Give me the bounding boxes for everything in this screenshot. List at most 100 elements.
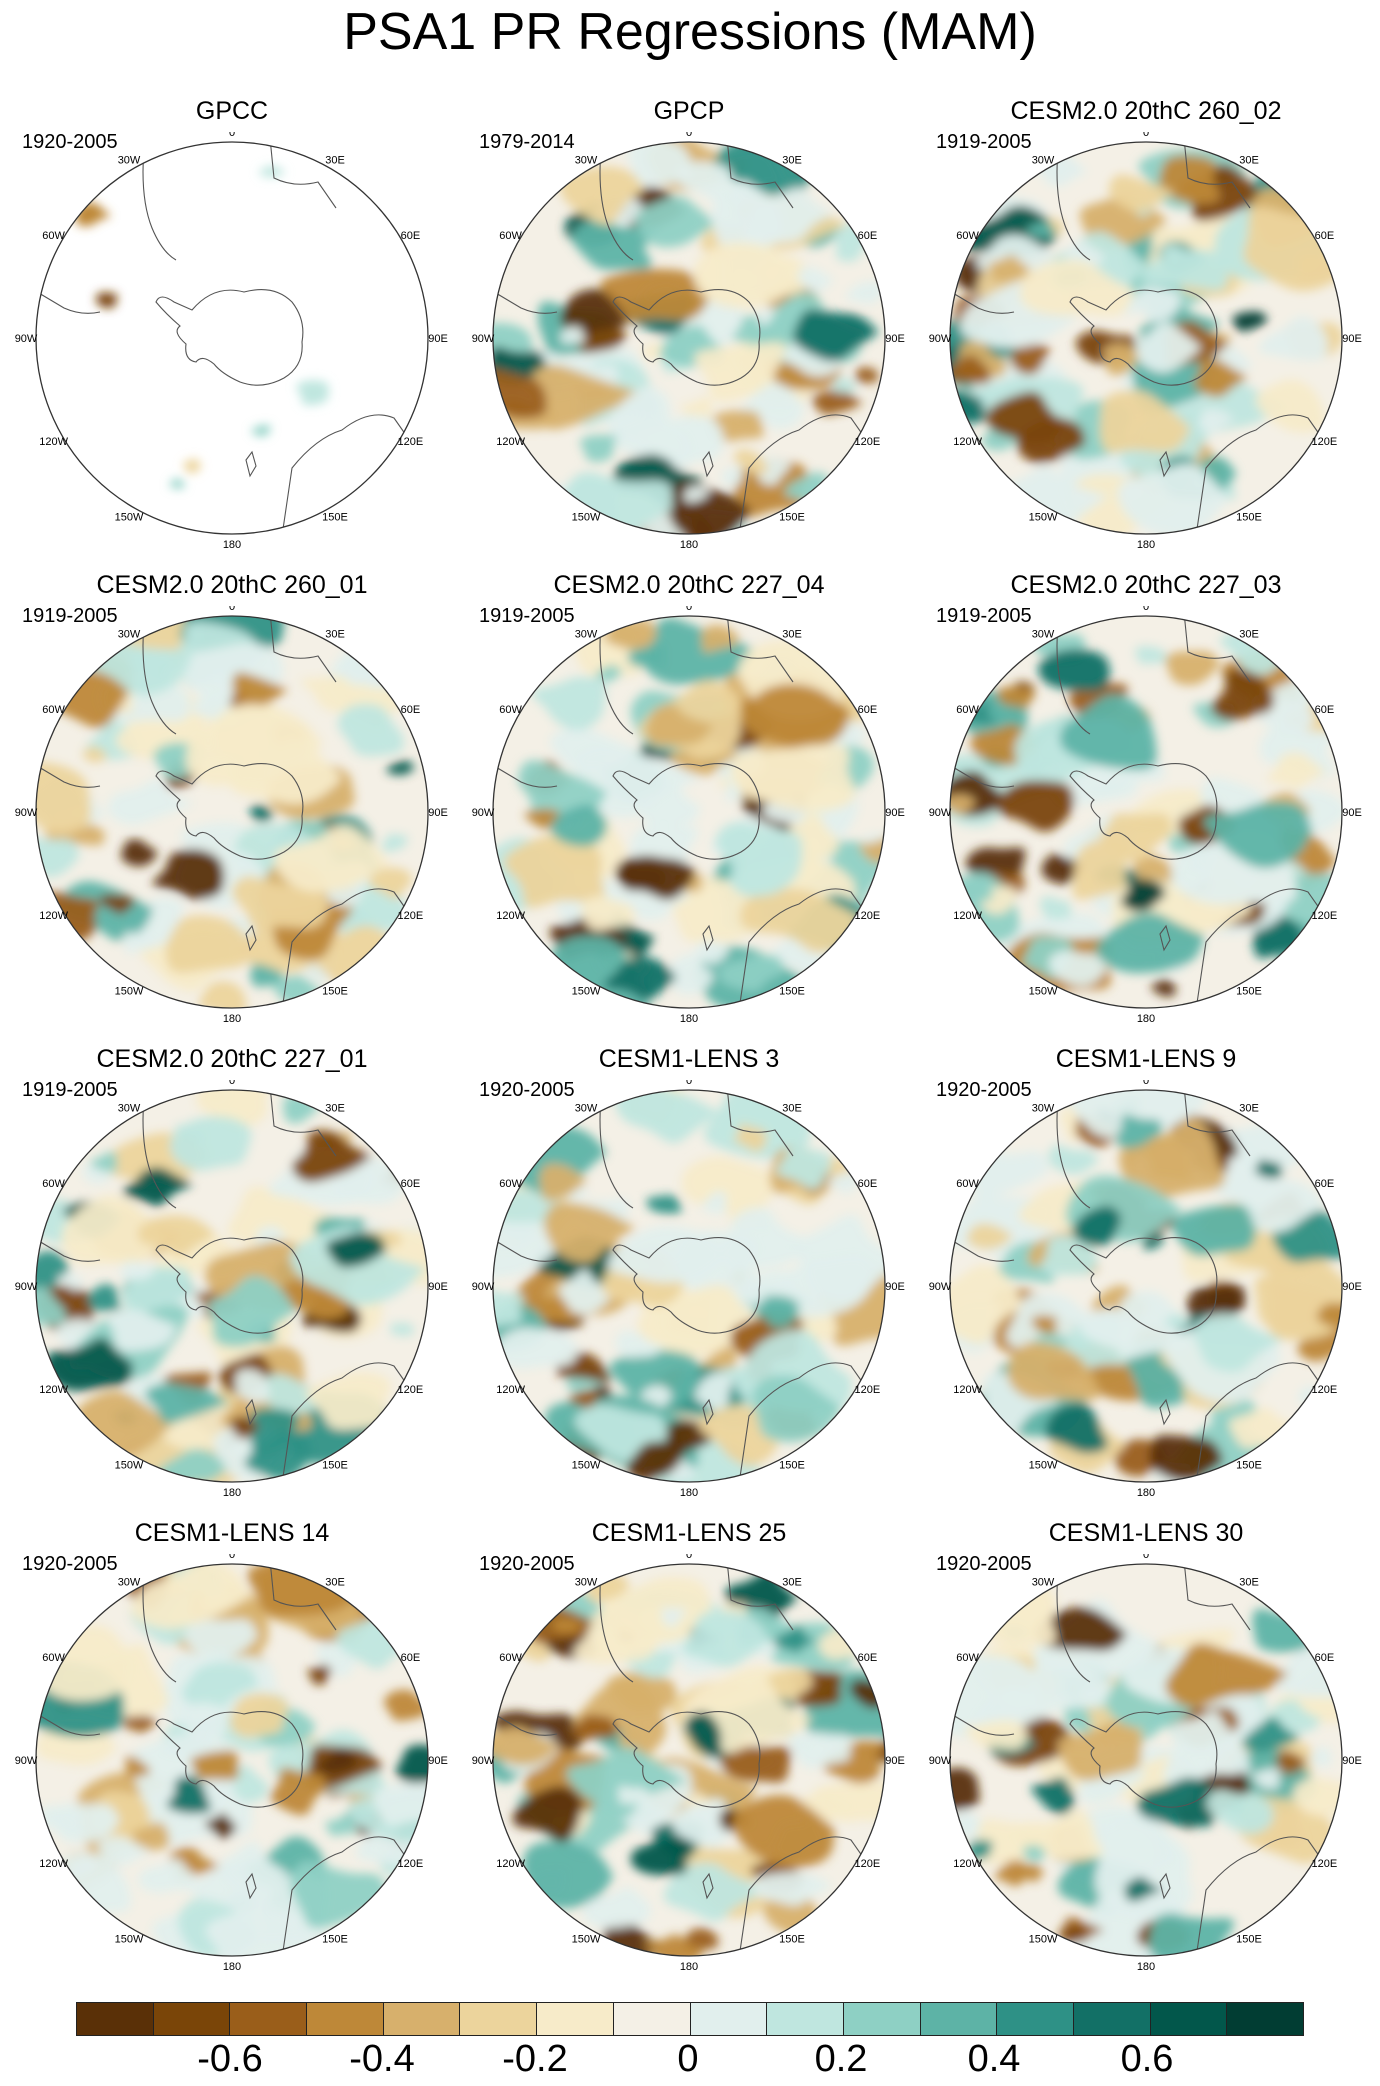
- figure-title: PSA1 PR Regressions (MAM): [343, 3, 1037, 61]
- anomaly-contour: [641, 617, 755, 685]
- anomaly-contour: [386, 760, 415, 775]
- anomaly-contour: [579, 434, 618, 463]
- map-boundary: [949, 615, 1343, 1009]
- longitude-label: 30E: [1239, 1577, 1259, 1589]
- anomaly-contour: [859, 838, 885, 864]
- anomaly-contour: [36, 762, 92, 835]
- anomaly-contour: [719, 1744, 792, 1783]
- anomaly-contour: [752, 1375, 842, 1443]
- anomaly-contour: [383, 1689, 428, 1722]
- longitude-label: 150W: [1029, 511, 1058, 523]
- anomaly-contour: [1165, 1643, 1289, 1708]
- longitude-label: 0: [1143, 132, 1149, 139]
- longitude-label: 120W: [496, 910, 525, 922]
- map-boundary: [492, 1089, 886, 1483]
- precipitation-field: [950, 1564, 1342, 1956]
- anomaly-contour: [120, 1261, 156, 1281]
- anomaly-contour: [1011, 1822, 1055, 1847]
- longitude-label: 90E: [1342, 807, 1362, 819]
- longitude-label: 30W: [1032, 1577, 1055, 1589]
- longitude-label: 60E: [401, 1652, 421, 1664]
- anomaly-contour: [753, 684, 850, 742]
- polar-map: 0 30E 60E 90E 120E 150E 180 150W 120W 90W 60W 30W: [15, 606, 448, 1025]
- anomaly-contour: [572, 1714, 618, 1740]
- colorbar: [76, 2002, 1304, 2036]
- anomaly-contour: [630, 1838, 692, 1875]
- longitude-label: 150W: [1029, 985, 1058, 997]
- anomaly-contour: [493, 367, 547, 419]
- polar-map: 0 30E 60E 90E 120E 150E 180 150W 120W 90W 60W 30W: [472, 1554, 905, 1973]
- longitude-label: 60W: [499, 230, 522, 242]
- longitude-label: 30W: [118, 629, 141, 641]
- longitude-label: 180: [680, 1961, 698, 1973]
- longitude-label: 30E: [325, 155, 345, 167]
- anomaly-contour: [681, 1610, 769, 1667]
- colorbar-swatch: [1150, 2003, 1228, 2035]
- anomaly-contour: [1031, 1777, 1075, 1815]
- anomaly-contour: [739, 888, 859, 954]
- anomaly-contour: [1019, 259, 1136, 317]
- panel-title: CESM1-LENS 3: [598, 1045, 780, 1073]
- precipitation-field: [36, 616, 428, 1008]
- anomaly-contour: [572, 745, 701, 818]
- anomaly-contour: [854, 366, 879, 383]
- anomaly-contour: [1026, 221, 1055, 238]
- anomaly-contour: [627, 142, 692, 187]
- colorbar-swatch: [383, 2003, 461, 2035]
- anomaly-contour: [57, 1273, 85, 1291]
- longitude-label: 0: [1143, 1080, 1149, 1087]
- anomaly-contour: [722, 1207, 809, 1271]
- longitude-label: 60W: [956, 1178, 979, 1190]
- longitude-label: 0: [686, 132, 692, 139]
- map-boundary: [492, 615, 886, 1009]
- anomaly-contour: [636, 782, 701, 828]
- polar-map: 0 30E 60E 90E 120E 150E 180 150W 120W 90W 60W 30W: [472, 132, 905, 551]
- colorbar-tick-label: 0: [677, 2038, 699, 2080]
- panel-period: 1920-2005: [936, 1079, 1032, 1101]
- longitude-label: 120E: [398, 436, 424, 448]
- longitude-label: 180: [223, 1013, 241, 1025]
- anomaly-contour: [1276, 1750, 1307, 1775]
- anomaly-contour: [1221, 1771, 1252, 1795]
- anomaly-contour: [36, 1250, 69, 1292]
- map-boundary: [35, 1563, 429, 1957]
- anomaly-contour: [274, 824, 390, 893]
- anomaly-contour: [1031, 1315, 1058, 1334]
- longitude-label: 60E: [858, 704, 878, 716]
- longitude-label: 90E: [428, 1755, 448, 1767]
- anomaly-contour: [251, 424, 271, 437]
- anomaly-contour: [107, 1309, 177, 1352]
- anomaly-contour: [1210, 669, 1275, 721]
- longitude-label: 150W: [572, 511, 601, 523]
- anomaly-contour: [580, 895, 636, 932]
- anomaly-contour: [306, 1664, 332, 1686]
- colorbar-swatch: [920, 2003, 998, 2035]
- colorbar-swatch: [690, 2003, 768, 2035]
- anomaly-contour: [205, 1910, 321, 1956]
- anomaly-contour: [144, 1382, 230, 1424]
- polar-map: 0 30E 60E 90E 120E 150E 180 150W 120W 90W 60W 30W: [929, 606, 1362, 1025]
- anomaly-contour: [493, 1218, 563, 1278]
- precipitation-field: [493, 1090, 885, 1482]
- longitude-label: 150W: [572, 1933, 601, 1945]
- polar-map: 0 30E 60E 90E 120E 150E 180 150W 120W 90W 60W 30W: [929, 1554, 1362, 1973]
- anomaly-contour: [337, 703, 404, 757]
- anomaly-contour: [152, 849, 225, 900]
- anomaly-contour: [1148, 1912, 1234, 1956]
- precipitation-field: [36, 1090, 428, 1482]
- anomaly-contour: [573, 1679, 667, 1757]
- longitude-label: 90E: [1342, 1755, 1362, 1767]
- longitude-label: 60E: [1315, 1178, 1335, 1190]
- longitude-label: 150E: [1236, 1459, 1262, 1471]
- longitude-label: 120W: [496, 436, 525, 448]
- anomaly-contour: [49, 1803, 120, 1843]
- anomaly-contour: [966, 1223, 1014, 1250]
- longitude-label: 120E: [1312, 1858, 1338, 1870]
- precipitation-field: [36, 1564, 428, 1956]
- anomaly-contour: [703, 1677, 813, 1754]
- longitude-label: 60W: [42, 230, 65, 242]
- anomaly-contour: [198, 981, 247, 1008]
- anomaly-contour: [1193, 358, 1248, 397]
- longitude-label: 60W: [956, 1652, 979, 1664]
- anomaly-contour: [1117, 463, 1229, 534]
